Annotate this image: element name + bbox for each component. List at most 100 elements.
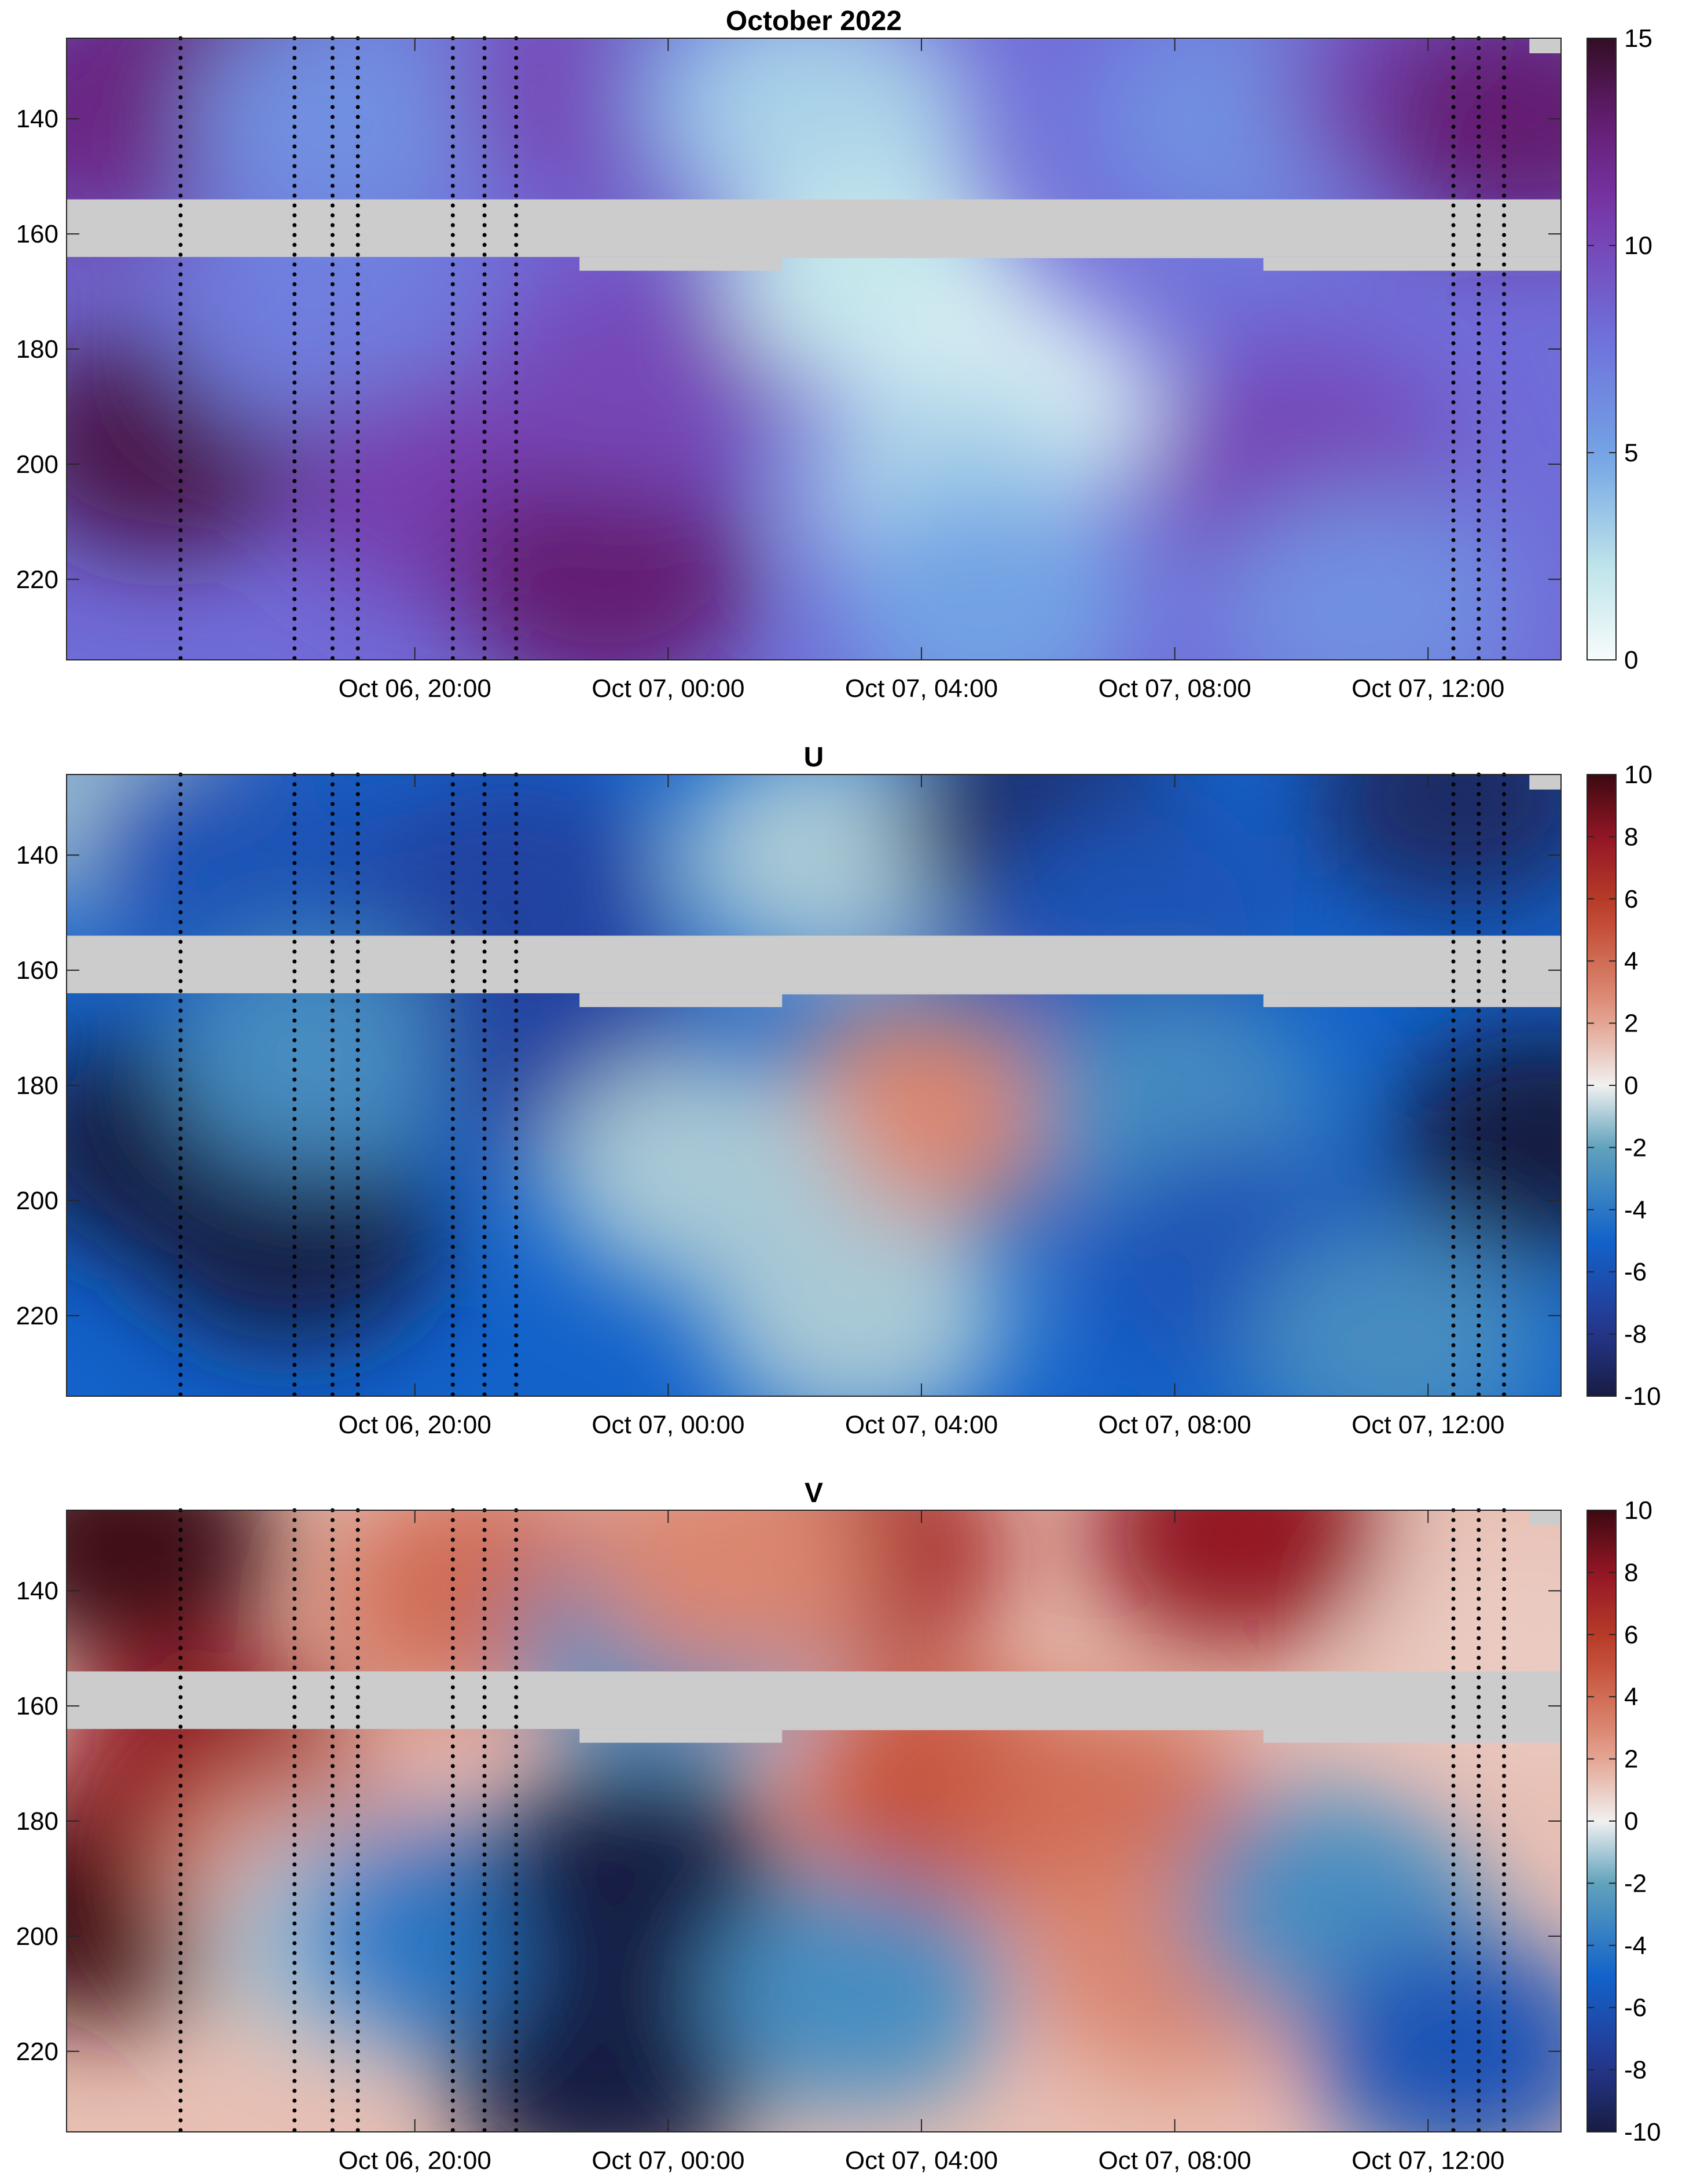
x-tick-label: Oct 07, 08:00: [1099, 1411, 1251, 1439]
heatmap-field: [67, 38, 1561, 660]
colorbar-tick-label: 4: [1624, 947, 1638, 975]
field-region: [486, 262, 787, 494]
missing-data-corner: [1529, 1510, 1561, 1525]
colorbar-tick-label: 6: [1624, 1621, 1638, 1649]
panel-u: U 140 160 180 200 220 Oct 06, 20:00 Oct 07, 00:…: [16, 742, 1661, 1439]
x-tick-label: Oct 06, 20:00: [339, 2146, 491, 2175]
y-tick-label: 140: [16, 841, 58, 869]
field-region: [1372, 38, 1561, 235]
x-tick-label: Oct 07, 12:00: [1352, 1411, 1504, 1439]
y-tick-label: 200: [16, 1922, 58, 1951]
colorbar-tick-label: -2: [1624, 1869, 1647, 1897]
missing-data-corner: [1529, 38, 1561, 53]
x-tick-label: Oct 07, 08:00: [1099, 674, 1251, 703]
missing-data-corner: [1529, 775, 1561, 790]
x-tick-label: Oct 07, 08:00: [1099, 2146, 1251, 2175]
y-tick-label: 200: [16, 450, 58, 479]
colorbar-tick-label: 2: [1624, 1010, 1638, 1038]
chart-title: October 2022: [726, 6, 902, 36]
field-region: [486, 1763, 787, 1995]
heatmap-field: [67, 775, 1561, 1396]
missing-data-band: [67, 935, 1561, 993]
panel-v: V 140 160 180 200 220 Oct 06, 20:00 Oct 07, 00:…: [16, 1478, 1661, 2175]
colorbar-tick-label: 0: [1624, 1807, 1638, 1836]
field-region: [188, 38, 490, 235]
colorbar-tick-label: 10: [1624, 761, 1652, 789]
x-tick-label: Oct 07, 04:00: [845, 1411, 998, 1439]
colorbar-tick-label: -2: [1624, 1133, 1647, 1162]
field-region: [454, 463, 755, 660]
field-region: [137, 1113, 439, 1345]
missing-data-band: [1263, 256, 1561, 271]
colorbar-tick-label: 10: [1624, 232, 1652, 260]
y-tick-label: 160: [16, 220, 58, 248]
colorbar-tick-label: -10: [1624, 2118, 1661, 2146]
y-tick-label: 180: [16, 1071, 58, 1100]
heatmap-field: [67, 1510, 1561, 2132]
colorbar: [1586, 38, 1617, 660]
colorbar-tick-label: -8: [1624, 1320, 1647, 1349]
colorbar-tick-label: 15: [1624, 24, 1652, 53]
panel-speed: October 2022 140 160 180 200 220 Oct 06, 20:00…: [16, 6, 1652, 703]
x-tick-label: Oct 07, 00:00: [592, 1411, 744, 1439]
colorbar-tick-label: -8: [1624, 2056, 1647, 2084]
missing-data-band: [579, 1728, 783, 1743]
y-tick-label: 220: [16, 566, 58, 594]
missing-data-band: [67, 199, 1561, 257]
colorbar-tick-label: 6: [1624, 885, 1638, 913]
field-region: [454, 1964, 755, 2132]
x-tick-label: Oct 06, 20:00: [339, 1411, 491, 1439]
chart-title: V: [805, 1478, 823, 1508]
missing-data-band: [782, 1728, 1264, 1730]
field-region: [1246, 1228, 1547, 1396]
x-tick-label: Oct 07, 00:00: [592, 2146, 744, 2175]
field-region: [707, 1199, 1009, 1396]
field-region: [67, 1510, 281, 1661]
colorbar-tick-label: -6: [1624, 1258, 1647, 1286]
y-tick-label: 160: [16, 1692, 58, 1720]
colorbar-tick-label: 0: [1624, 646, 1638, 674]
x-tick-label: Oct 06, 20:00: [339, 674, 491, 703]
field-region: [707, 1878, 1009, 2110]
missing-data-band: [579, 993, 783, 1007]
colorbar-tick-label: 8: [1624, 823, 1638, 851]
colorbar-tick-label: -4: [1624, 1932, 1647, 1960]
missing-data-band: [782, 993, 1264, 994]
field-region: [1391, 1027, 1561, 1259]
field-region: [169, 941, 471, 1173]
colorbar-tick-label: 2: [1624, 1745, 1638, 1774]
field-region: [581, 1510, 882, 1678]
missing-data-band: [782, 256, 1264, 258]
colorbar-tick-label: -10: [1624, 1382, 1661, 1411]
field-region: [1088, 1510, 1389, 1649]
x-tick-label: Oct 07, 12:00: [1352, 674, 1504, 703]
field-region: [74, 775, 376, 971]
x-tick-label: Oct 07, 12:00: [1352, 2146, 1504, 2175]
colorbar-tick-label: 4: [1624, 1683, 1638, 1711]
colorbar-tick-label: 0: [1624, 1071, 1638, 1100]
x-tick-label: Oct 07, 00:00: [592, 674, 744, 703]
y-tick-label: 220: [16, 2038, 58, 2066]
y-tick-label: 200: [16, 1187, 58, 1215]
missing-data-band: [67, 1671, 1561, 1729]
missing-data-band: [579, 256, 783, 271]
x-tick-label: Oct 07, 04:00: [845, 674, 998, 703]
chart-title: U: [804, 742, 824, 773]
missing-data-band: [1263, 1728, 1561, 1743]
x-tick-label: Oct 07, 04:00: [845, 2146, 998, 2175]
field-region: [1214, 492, 1515, 660]
y-tick-label: 140: [16, 1577, 58, 1605]
colorbar-tick-label: 10: [1624, 1496, 1652, 1525]
colorbar-tick-label: 5: [1624, 439, 1638, 467]
colorbar-tick-label: 8: [1624, 1558, 1638, 1587]
y-tick-label: 180: [16, 335, 58, 364]
colorbar-tick-label: -6: [1624, 1994, 1647, 2022]
y-tick-label: 180: [16, 1807, 58, 1836]
y-tick-label: 140: [16, 105, 58, 133]
y-tick-label: 220: [16, 1302, 58, 1330]
y-tick-label: 160: [16, 956, 58, 985]
missing-data-band: [1263, 993, 1561, 1007]
field-region: [169, 204, 471, 436]
field-region: [1309, 775, 1561, 913]
